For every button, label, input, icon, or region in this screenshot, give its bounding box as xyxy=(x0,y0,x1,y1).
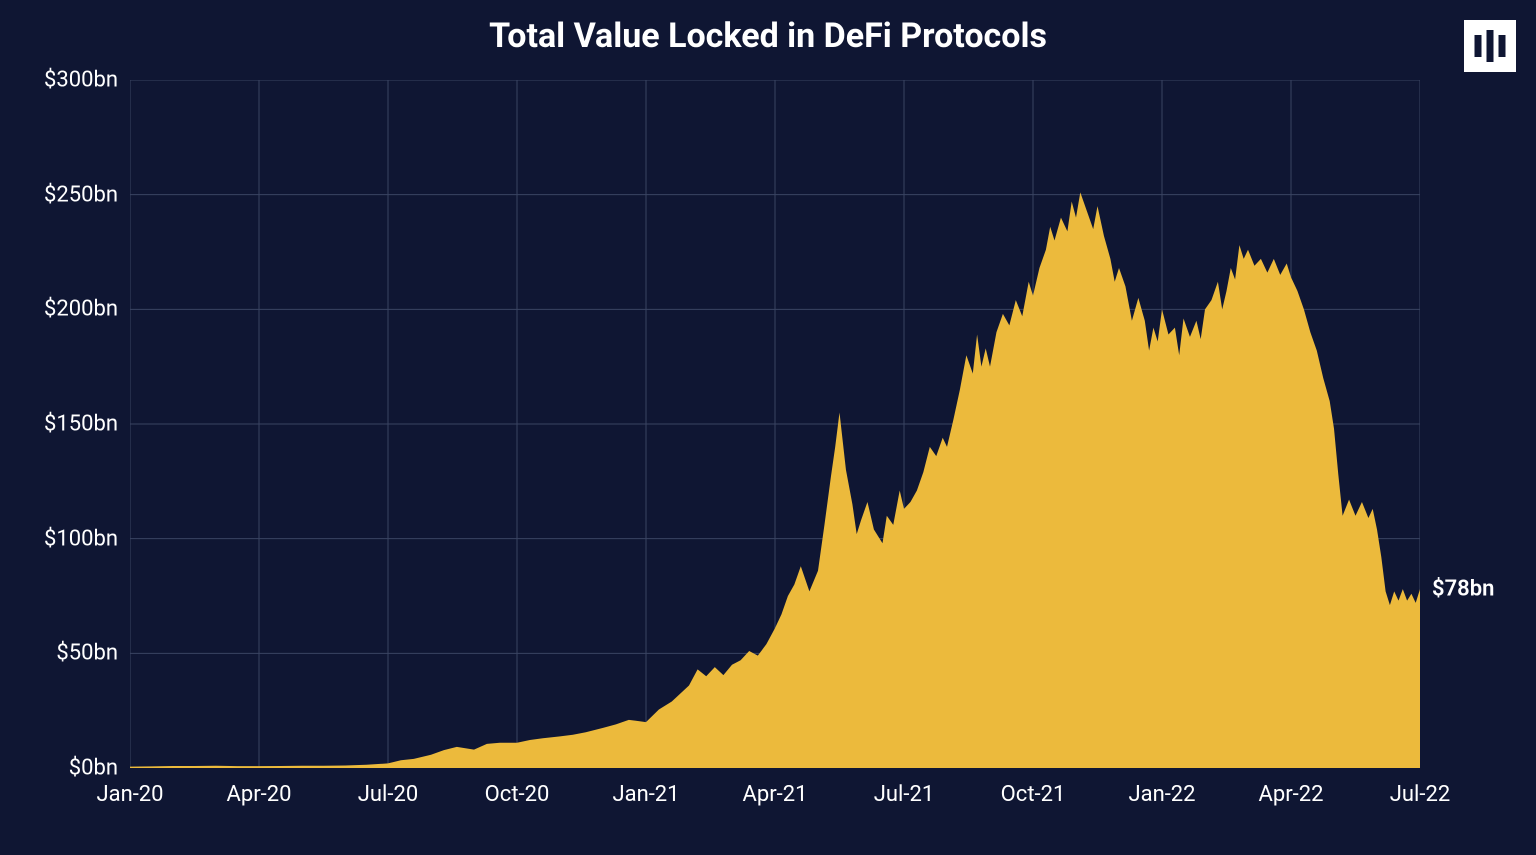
plot-svg xyxy=(130,80,1420,768)
x-tick-label: Jan-21 xyxy=(612,782,679,807)
y-tick-label: $150bn xyxy=(44,412,118,437)
y-tick-label: $0bn xyxy=(69,756,118,781)
x-tick-label: Jan-20 xyxy=(96,782,163,807)
chart-title: Total Value Locked in DeFi Protocols xyxy=(0,16,1536,56)
x-tick-label: Oct-21 xyxy=(1001,782,1066,807)
x-tick-label: Apr-21 xyxy=(743,782,808,807)
x-tick-label: Jul-20 xyxy=(358,782,418,807)
final-value-label: $78bn xyxy=(1432,577,1494,602)
x-tick-label: Jan-22 xyxy=(1128,782,1195,807)
y-tick-label: $100bn xyxy=(44,526,118,551)
y-tick-label: $250bn xyxy=(44,182,118,207)
x-tick-label: Oct-20 xyxy=(485,782,550,807)
y-tick-label: $200bn xyxy=(44,297,118,322)
x-tick-label: Apr-20 xyxy=(227,782,292,807)
x-tick-label: Apr-22 xyxy=(1259,782,1324,807)
tvl-chart: Total Value Locked in DeFi Protocols $0b… xyxy=(0,0,1536,855)
y-tick-label: $50bn xyxy=(56,641,118,666)
x-tick-label: Jul-22 xyxy=(1390,782,1450,807)
plot-area xyxy=(130,80,1420,768)
logo-icon xyxy=(1464,20,1516,72)
y-tick-label: $300bn xyxy=(44,68,118,93)
x-tick-label: Jul-21 xyxy=(874,782,934,807)
